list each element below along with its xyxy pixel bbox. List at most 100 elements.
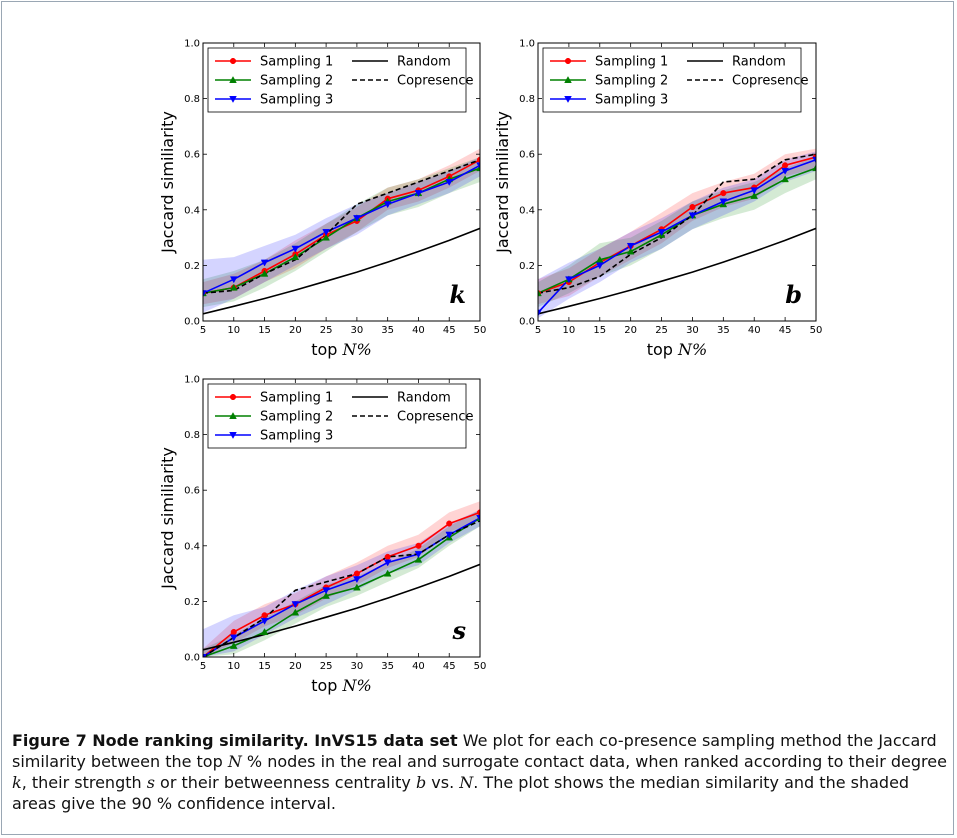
x-axis-label-math: N% <box>342 340 372 359</box>
x-tick-label: 10 <box>563 325 576 336</box>
x-tick-label: 20 <box>624 325 637 336</box>
legend-label-sampling-1: Sampling 1 <box>595 55 668 70</box>
y-axis-label: Jaccard similiarity <box>493 111 512 254</box>
caption-text-1: We plot for each co-presence sampling me… <box>12 731 937 771</box>
sampling-1-point-15 <box>261 612 268 619</box>
chart-panel-s: 5 10 15 20 25 30 35 40 45 50 0.0 0.2 0.4 0.6 0.8 1.0 top… <box>158 375 486 696</box>
sampling-3-point-25 <box>322 587 330 595</box>
x-tick-label: 45 <box>443 325 456 336</box>
chart-panel-b: 5 10 15 20 25 30 35 40 45 50 0.0 0.2 0.4 0.6 0.8 1.0 top… <box>493 39 822 360</box>
x-tick-label: 5 <box>200 325 206 336</box>
confidence-band-sampling-1 <box>203 148 480 305</box>
caption-math-90: 90 <box>131 794 152 813</box>
x-axis-label: top N% <box>311 676 372 695</box>
sampling-3-point-15 <box>595 262 604 270</box>
y-tick-label: 0.6 <box>184 486 200 497</box>
legend-label-copresence: Copresence <box>397 410 474 425</box>
sampling-2-point-45 <box>781 175 789 183</box>
legend-marker-sampling-2 <box>564 76 572 83</box>
sampling-2-point-10 <box>229 641 238 649</box>
x-axis-label: top N% <box>647 340 708 359</box>
x-tick-label: 30 <box>686 325 699 336</box>
x-tick-label: 50 <box>474 325 487 336</box>
sampling-1-point-35 <box>384 553 391 560</box>
sampling-2-point-40 <box>750 191 759 199</box>
y-tick-label: 0.8 <box>184 94 200 105</box>
y-tick-label: 0.8 <box>184 430 200 441</box>
y-tick-label: 0.4 <box>519 205 535 216</box>
x-tick-label: 10 <box>227 661 240 672</box>
legend-marker-sampling-3 <box>229 432 237 439</box>
x-tick-label: 30 <box>351 661 364 672</box>
y-tick-label: 1.0 <box>519 39 535 50</box>
y-axis-label: Jaccard similiarity <box>158 111 177 254</box>
caption-math-k: k <box>12 773 22 792</box>
sampling-1-point-30 <box>689 203 696 211</box>
chart-panel-k: 5 10 15 20 25 30 35 40 45 50 0.0 0.2 0.4 0.6 0.8 1.0 top… <box>158 39 486 360</box>
legend: Sampling 1 Sampling 2 Sampling 3 Random Copr… <box>542 47 809 113</box>
y-tick-label: 0.4 <box>184 205 200 216</box>
y-tick-label: 0.0 <box>519 317 535 328</box>
caption-text-7: % confidence interval. <box>151 794 336 813</box>
sampling-3-point-10 <box>229 634 238 642</box>
caption-math-b: b <box>415 773 427 792</box>
x-tick-label: 50 <box>474 661 487 672</box>
y-tick-label: 1.0 <box>184 375 200 386</box>
legend-marker-sampling-1 <box>229 57 237 65</box>
x-axis-label-math: N% <box>677 340 707 359</box>
y-tick-label: 0.0 <box>184 653 200 664</box>
sampling-3-point-15 <box>260 617 269 625</box>
sampling-3-line <box>203 164 480 294</box>
x-tick-label: 50 <box>810 325 823 336</box>
sampling-2-point-15 <box>260 269 269 277</box>
x-axis-label: top N% <box>311 340 372 359</box>
sampling-3-point-40 <box>750 187 759 195</box>
panel-label: s <box>451 616 466 645</box>
legend-label-copresence: Copresence <box>732 74 809 89</box>
x-axis-label-prefix: top <box>647 340 678 359</box>
y-tick-label: 0.0 <box>184 317 200 328</box>
y-tick-label: 0.4 <box>184 541 200 552</box>
x-axis-label-math: N% <box>342 676 372 695</box>
y-tick-label: 0.2 <box>184 261 200 272</box>
caption-math-s: s <box>146 773 155 792</box>
legend-marker-sampling-2 <box>229 76 237 83</box>
x-tick-label: 20 <box>289 325 302 336</box>
x-tick-label: 40 <box>412 325 425 336</box>
sampling-3-point-5 <box>203 654 207 657</box>
x-tick-label: 10 <box>227 325 240 336</box>
confidence-band-sampling-1 <box>203 501 480 657</box>
sampling-2-point-30 <box>353 583 361 591</box>
x-tick-label: 35 <box>717 325 730 336</box>
sampling-3-point-35 <box>719 198 728 206</box>
confidence-band-sampling-2 <box>203 509 480 657</box>
legend: Sampling 1 Sampling 2 Sampling 3 Random Copr… <box>207 47 474 113</box>
caption-text-5: vs. <box>426 773 460 792</box>
plot-content <box>538 148 816 319</box>
figure-caption: Figure 7 Node ranking similarity. InVS15… <box>12 730 947 814</box>
sampling-3-point-30 <box>353 215 361 223</box>
x-tick-label: 45 <box>779 325 792 336</box>
sampling-2-point-25 <box>322 591 330 599</box>
sampling-1-point-35 <box>720 190 727 197</box>
sampling-3-point-25 <box>322 229 330 236</box>
x-tick-label: 40 <box>748 325 761 336</box>
sampling-3-point-50 <box>812 156 816 164</box>
legend-label-copresence: Copresence <box>397 74 474 89</box>
x-tick-label: 35 <box>381 661 394 672</box>
caption-math-n: N <box>227 752 242 771</box>
sampling-3-point-25 <box>657 229 666 236</box>
sampling-3-point-40 <box>414 551 423 559</box>
caption-text-2: % nodes in the real and surrogate contac… <box>241 752 947 771</box>
sampling-2-point-25 <box>322 233 330 241</box>
legend-label-sampling-3: Sampling 3 <box>260 93 333 108</box>
random-line <box>203 227 480 315</box>
sampling-3-point-45 <box>445 531 454 539</box>
x-tick-label: 25 <box>320 661 333 672</box>
x-tick-label: 25 <box>320 325 333 336</box>
y-tick-label: 0.8 <box>519 94 535 105</box>
legend-label-sampling-1: Sampling 1 <box>260 391 333 406</box>
y-tick-label: 0.6 <box>519 150 535 161</box>
x-tick-label: 25 <box>655 325 668 336</box>
